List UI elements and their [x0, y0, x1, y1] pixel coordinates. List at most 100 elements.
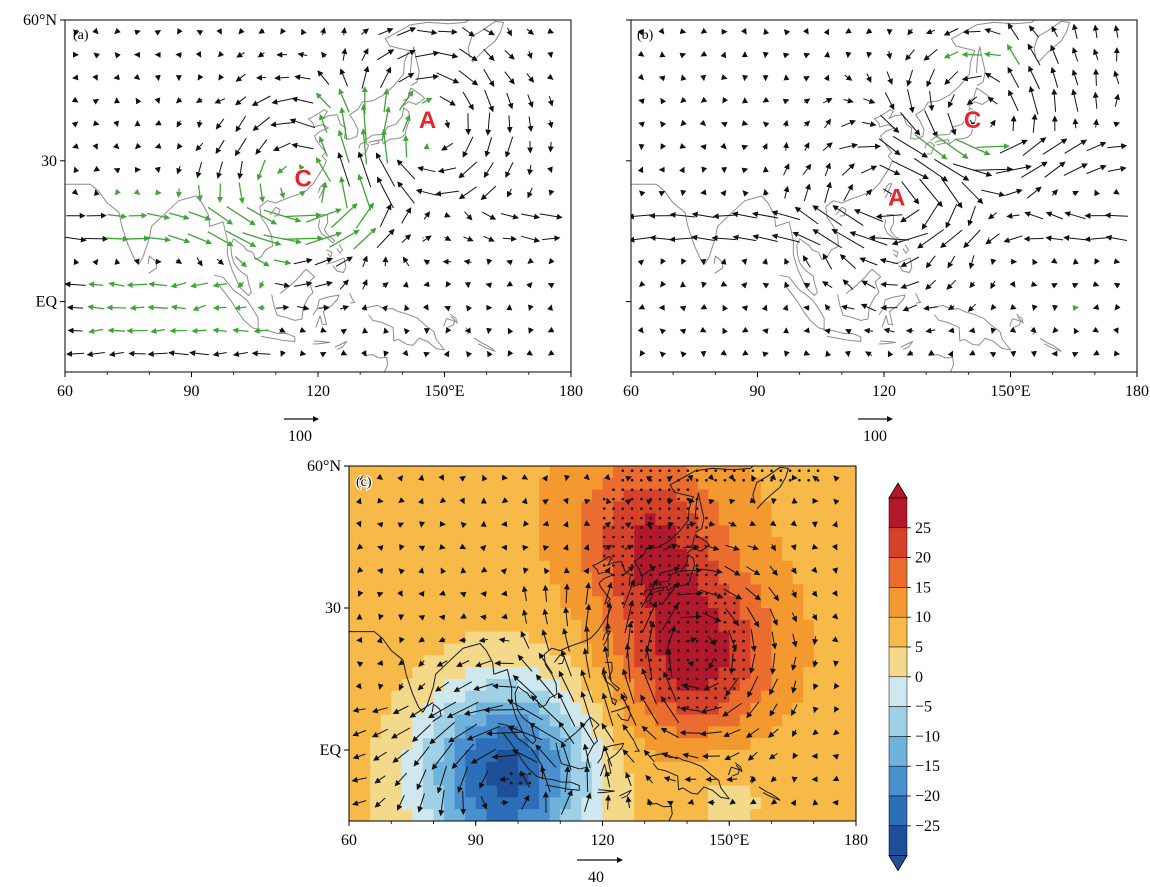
- wind-vector: [546, 73, 554, 80]
- shading-cell: [687, 560, 699, 574]
- shading-cell: [613, 797, 625, 810]
- wind-vector: [560, 741, 572, 771]
- shading-cell: [687, 738, 699, 751]
- shading-cell: [359, 537, 371, 550]
- shading-cell: [359, 489, 371, 503]
- shading-cell: [739, 667, 751, 680]
- significance-dot: [807, 469, 810, 473]
- wind-vector: [833, 475, 840, 482]
- shading-cell: [528, 714, 540, 727]
- significance-dot: [649, 535, 652, 539]
- shading-cell: [718, 513, 730, 526]
- wind-vector: [446, 701, 479, 718]
- significance-dot: [677, 687, 680, 690]
- significance-dot: [705, 630, 708, 633]
- colorbar-swatch: [888, 765, 908, 797]
- wind-vector-significant: [315, 156, 332, 182]
- wind-vector: [811, 613, 818, 621]
- wind-vector: [318, 304, 330, 311]
- shading-cell: [613, 513, 625, 526]
- shading-cell: [845, 773, 856, 787]
- wind-vector: [1028, 65, 1040, 90]
- shading-cell: [444, 738, 456, 751]
- significance-dot: [630, 535, 634, 539]
- shading-cell: [824, 714, 836, 727]
- shading-cell: [665, 761, 678, 775]
- shading-cell: [834, 477, 847, 491]
- wind-vector: [355, 520, 362, 528]
- significance-dot: [733, 469, 736, 473]
- shading-cell: [760, 761, 773, 775]
- wind-vector: [660, 258, 667, 265]
- shading-cell: [771, 477, 783, 491]
- wind-vector: [92, 74, 98, 81]
- wind-vector: [235, 73, 246, 82]
- shading-cell: [422, 537, 435, 550]
- shading-cell: [760, 655, 773, 668]
- wind-vector-significant: [212, 327, 227, 334]
- shading-cell: [412, 667, 424, 680]
- coastline-segment: [643, 802, 673, 821]
- shading-cell: [655, 619, 667, 633]
- wind-vector-significant: [187, 233, 213, 245]
- wind-vector: [92, 98, 100, 105]
- significance-dot: [677, 478, 680, 482]
- shading-cell: [570, 513, 582, 526]
- shading-cell: [412, 809, 424, 821]
- wind-vector: [1052, 304, 1059, 312]
- wind-vector: [377, 683, 384, 690]
- shading-cell: [644, 537, 656, 550]
- coastline-segment: [422, 236, 424, 240]
- wind-vector: [720, 74, 728, 80]
- shading-cell: [486, 477, 498, 491]
- shading-cell: [518, 572, 530, 585]
- shading-cell: [623, 572, 635, 585]
- significance-dot: [649, 583, 652, 586]
- wind-vector: [418, 567, 424, 574]
- shading-cell: [444, 560, 456, 574]
- wind-vector: [700, 303, 708, 310]
- significance-dot: [714, 668, 717, 671]
- wind-vector: [681, 258, 687, 265]
- wind-vector: [861, 165, 878, 174]
- wind-vector: [154, 143, 162, 149]
- shading-cell: [834, 525, 847, 538]
- shading-cell: [771, 809, 783, 821]
- shading-cell: [591, 501, 604, 514]
- shading-cell: [739, 477, 751, 491]
- significance-dot: [733, 668, 736, 671]
- wind-vector-significant: [1006, 44, 1020, 65]
- wind-vector: [486, 730, 523, 737]
- wind-vector: [438, 636, 446, 643]
- shading-cell: [518, 477, 530, 491]
- wind-vector: [583, 520, 591, 526]
- significance-dot: [742, 668, 745, 671]
- shading-cell: [528, 643, 540, 656]
- shading-cell: [591, 466, 604, 479]
- wind-vector: [883, 327, 895, 334]
- shading-cell: [465, 548, 477, 562]
- wind-vector: [418, 636, 426, 643]
- wind-vector: [528, 304, 534, 312]
- wind-vector: [392, 705, 409, 714]
- shading-cell: [708, 572, 720, 585]
- wind-vector: [381, 305, 388, 312]
- wind-vector: [900, 112, 921, 136]
- wind-vector: [460, 567, 467, 574]
- shading-cell: [834, 572, 847, 585]
- shading-cell: [496, 572, 509, 585]
- wind-vector: [542, 545, 550, 551]
- shading-cell: [782, 679, 794, 692]
- shading-cell: [349, 643, 361, 656]
- significance-dot: [612, 507, 615, 510]
- significance-dot: [668, 469, 671, 473]
- shading-cell: [380, 761, 392, 775]
- wind-vector: [507, 349, 514, 357]
- wind-vector: [563, 606, 570, 627]
- shading-cell: [613, 537, 625, 550]
- shading-cell: [803, 584, 815, 597]
- panel-b-anomaly-markers: CA: [887, 106, 982, 212]
- significance-dot: [695, 526, 699, 529]
- shading-cell: [528, 773, 540, 787]
- shading-cell: [623, 477, 635, 491]
